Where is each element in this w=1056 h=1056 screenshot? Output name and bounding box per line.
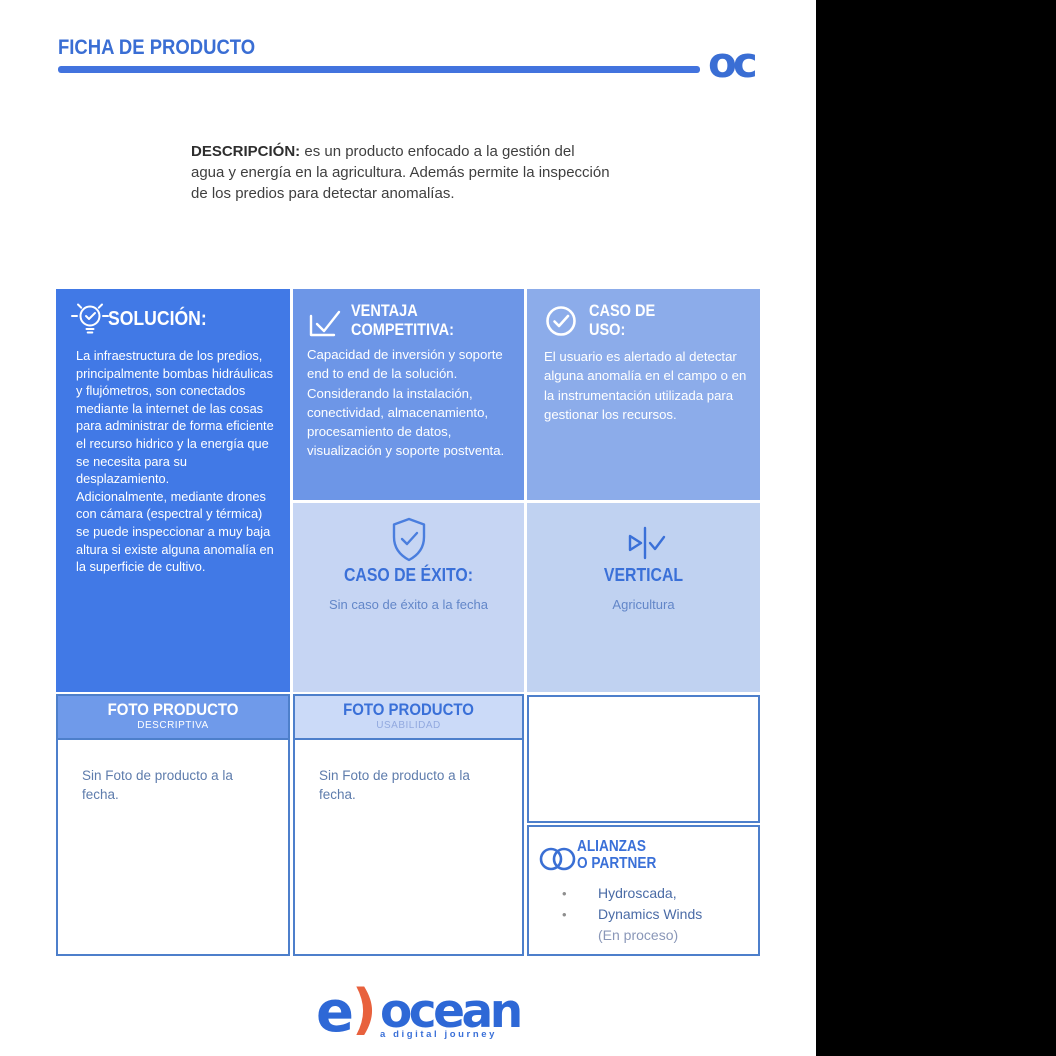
foto-descriptiva-title: FOTO PRODUCTO (107, 700, 239, 719)
caso-exito-box: CASO DE ÉXITO: Sin caso de éxito a la fe… (293, 503, 524, 692)
foto-usabilidad-text: Sin Foto de producto a la fecha. (319, 768, 470, 802)
caso-uso-title: CASO DE USO: (589, 302, 655, 340)
foto-descriptiva-subtitle: DESCRIPTIVA (137, 720, 209, 731)
foto-descriptiva-box: Sin Foto de producto a la fecha. (56, 740, 290, 956)
bullet-icon: • (562, 886, 567, 901)
page-title: FICHA DE PRODUCTO (58, 36, 256, 59)
foto-usabilidad-subtitle: USABILIDAD (376, 720, 441, 731)
play-bar-check-icon (621, 525, 667, 561)
caso-uso-title-line1: CASO DE (589, 302, 656, 320)
list-item-note: (En proceso) (562, 925, 702, 946)
ocean-logo-tagline: a digital journey (379, 1029, 497, 1040)
title-underline (58, 66, 700, 73)
caso-uso-box: CASO DE USO: El usuario es alertado al d… (527, 289, 760, 500)
vertical-title: VERTICAL (603, 565, 684, 585)
alianzas-title-line2: O PARTNER (577, 854, 657, 872)
ventaja-title-line2: COMPETITIVA: (351, 321, 454, 339)
oc-brand-icon: oc (708, 38, 758, 87)
description-paragraph: DESCRIPCIÓN: es un producto enfocado a l… (191, 141, 611, 204)
vertical-body: Agricultura (612, 597, 675, 612)
check-circle-icon (542, 302, 580, 340)
caso-uso-body: El usuario es alertado al detectar algun… (544, 349, 747, 422)
ocean-logo-swoosh-icon: ) (352, 978, 377, 1041)
empty-photo-box (527, 695, 760, 823)
rings-icon (538, 845, 578, 873)
checkbox-icon (306, 303, 344, 341)
ocean-logo-wordmark: ocean (380, 984, 523, 1039)
alianzas-title: ALIANZAS O PARTNER (577, 838, 657, 872)
list-item: • Hydroscada, (562, 883, 702, 904)
foto-usabilidad-header: FOTO PRODUCTO USABILIDAD (293, 694, 524, 740)
ventaja-body: Capacidad de inversión y soporte end to … (307, 347, 505, 459)
shield-check-icon (386, 516, 432, 564)
partner-note: (En proceso) (598, 927, 679, 943)
ocean-logo-e-icon: e (316, 980, 354, 1045)
description-text: es un producto enfocado a la gestión del… (191, 143, 610, 202)
solucion-body: La infraestructura de los predios, princ… (76, 348, 274, 575)
bullet-icon: • (562, 907, 567, 922)
list-item: • Dynamics Winds (562, 904, 702, 925)
partner-name: Hydroscada, (598, 885, 677, 901)
right-black-margin (816, 0, 1056, 1056)
ventaja-box: VENTAJA COMPETITIVA: Capacidad de invers… (293, 289, 524, 500)
foto-descriptiva-text: Sin Foto de producto a la fecha. (82, 768, 233, 802)
description-label: DESCRIPCIÓN: (191, 143, 301, 160)
caso-uso-title-line2: USO: (589, 321, 626, 339)
alianzas-title-line1: ALIANZAS (577, 838, 646, 855)
alianzas-list: • Hydroscada, • Dynamics Winds (En proce… (562, 883, 702, 946)
caso-exito-body: Sin caso de éxito a la fecha (329, 597, 488, 612)
vertical-box: VERTICAL Agricultura (527, 503, 760, 692)
lightbulb-check-icon (68, 298, 112, 342)
solucion-box: SOLUCIÓN: La infraestructura de los pred… (56, 289, 290, 692)
ventaja-title: VENTAJA COMPETITIVA: (351, 302, 454, 340)
alianzas-box: ALIANZAS O PARTNER • Hydroscada, • Dynam… (527, 825, 760, 956)
ventaja-title-line1: VENTAJA (351, 302, 418, 320)
partner-name: Dynamics Winds (598, 906, 703, 922)
foto-descriptiva-header: FOTO PRODUCTO DESCRIPTIVA (56, 694, 290, 740)
foto-usabilidad-title: FOTO PRODUCTO (343, 700, 474, 719)
caso-exito-title: CASO DE ÉXITO: (343, 565, 474, 585)
solucion-title: SOLUCIÓN: (108, 308, 207, 330)
foto-usabilidad-box: Sin Foto de producto a la fecha. (293, 740, 524, 956)
